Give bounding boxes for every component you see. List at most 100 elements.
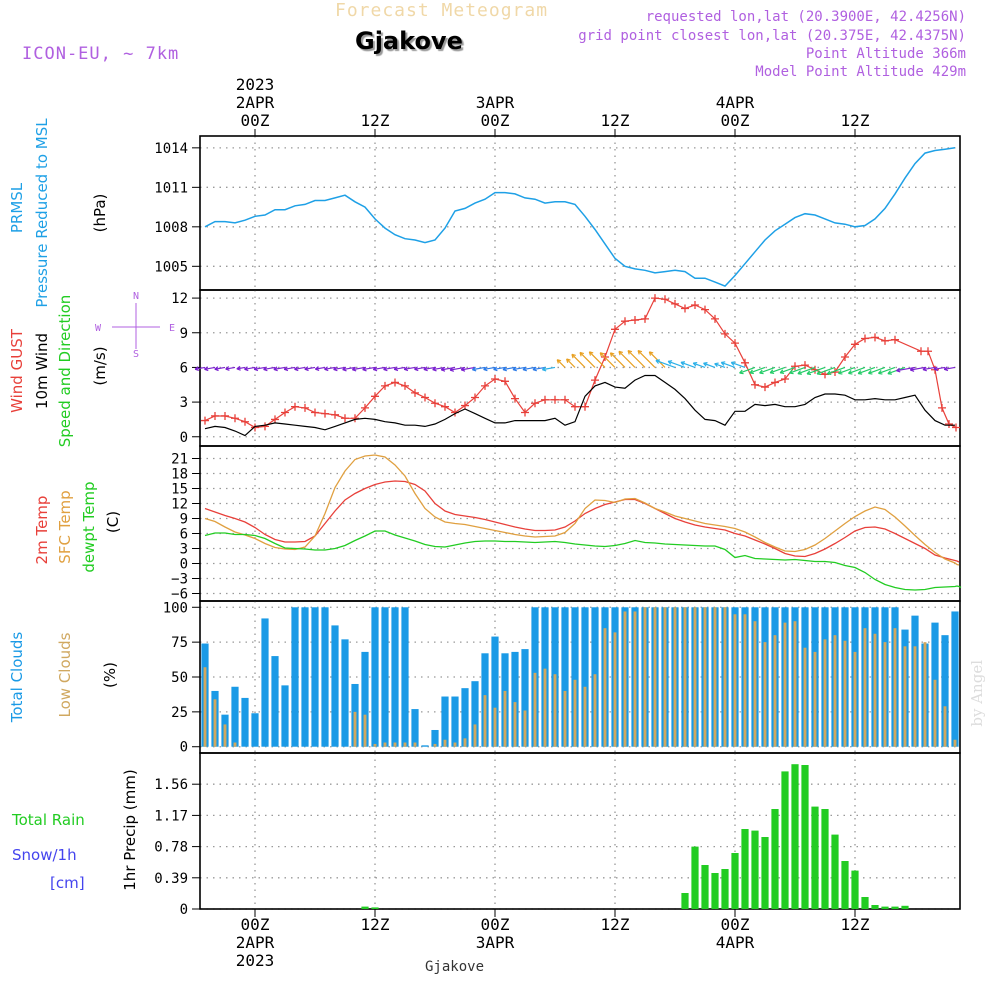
- wind-gust-marker: [781, 374, 789, 383]
- wind-direction-arrowhead: [857, 370, 863, 375]
- low-clouds-bar: [733, 614, 737, 747]
- low-clouds-bar: [773, 635, 777, 747]
- wind-direction-arrowhead: [225, 366, 230, 371]
- x-tick-label-top: 3APR: [476, 93, 515, 112]
- wind-direction-arrow: [714, 363, 726, 368]
- wind-direction-arrow: [618, 350, 636, 368]
- pressure-label-msl: Pressure Reduced to MSL: [33, 118, 51, 308]
- wind-direction-arrowhead: [680, 361, 686, 366]
- x-tick-label-bottom: 00Z: [721, 915, 750, 934]
- low-clouds-bar: [573, 679, 577, 747]
- precip-bar: [801, 765, 809, 909]
- wind-direction-arrowhead: [789, 369, 794, 375]
- wind-direction-arrowhead: [887, 370, 892, 375]
- wind-direction-arrowhead: [372, 366, 378, 372]
- precip-bar: [751, 830, 759, 909]
- x-tick-label-top: 12Z: [601, 111, 630, 130]
- y-tick-label: 0: [180, 740, 188, 756]
- wind-direction-arrowhead: [579, 351, 585, 357]
- wind-direction-arrowhead: [769, 369, 775, 375]
- wind-direction-arrow: [204, 366, 216, 370]
- wind-direction-arrow: [342, 366, 356, 371]
- wind-direction-arrow: [721, 361, 736, 368]
- low-clouds-bar: [873, 633, 877, 747]
- wind-gust-marker: [938, 403, 946, 412]
- low-clouds-bar: [723, 607, 727, 747]
- x-tick-label-top: 12Z: [361, 111, 390, 130]
- wind-gust-marker: [952, 423, 960, 432]
- wind-direction-arrowhead: [826, 370, 832, 376]
- wind-direction-arrow: [922, 366, 936, 371]
- wind-direction-arrow: [588, 351, 606, 368]
- wind-direction-arrowhead: [933, 366, 939, 372]
- wind-direction-arrowhead: [868, 370, 873, 375]
- wind-direction-arrowhead: [204, 366, 209, 372]
- wind-direction-arrow: [542, 366, 556, 371]
- wind-direction-arrowhead: [522, 366, 527, 372]
- wind-gust-marker: [411, 388, 419, 397]
- precip-bar: [791, 764, 799, 909]
- wind-direction-arrow: [827, 366, 846, 375]
- wind-direction-arrowhead: [236, 365, 241, 371]
- wind-direction-arrowhead: [943, 366, 949, 372]
- precip-bar: [901, 905, 909, 909]
- wind-gust-marker: [721, 329, 729, 338]
- wind-gust-marker: [571, 402, 579, 411]
- total-clouds-bar: [581, 607, 589, 747]
- wind-gust-marker: [945, 420, 953, 429]
- wind-speed-line: [204, 374, 955, 437]
- low-clouds-bar: [823, 639, 827, 747]
- wind-direction-arrow: [532, 366, 546, 371]
- low-clouds-bar: [543, 668, 547, 747]
- total-clouds-bar: [251, 713, 259, 747]
- wind-direction-arrow: [797, 366, 816, 375]
- low-clouds-bar: [533, 672, 537, 747]
- x-tick-label-top: 4APR: [716, 93, 755, 112]
- x-tick-label-bottom: 00Z: [241, 915, 270, 934]
- wind-gust-marker: [361, 403, 369, 412]
- wind-direction-arrowhead: [273, 366, 278, 372]
- wind-direction-arrowhead: [194, 366, 200, 372]
- wind-direction-arrow: [373, 366, 386, 371]
- low-clouds-bar: [613, 632, 617, 747]
- y-tick-label: 1008: [154, 220, 188, 236]
- x-tick-label-bottom: 12Z: [601, 915, 630, 934]
- wind-direction-arrow: [522, 366, 536, 371]
- low-clouds-bar: [223, 724, 227, 747]
- total-clouds-bar: [431, 729, 439, 747]
- wind-direction-arrow: [512, 366, 526, 371]
- wind-direction-arrowhead: [896, 367, 901, 373]
- low-clouds-bar: [673, 607, 677, 747]
- wind-gust-marker: [491, 374, 499, 383]
- wind-direction-arrow: [878, 366, 896, 375]
- low-clouds-bar: [943, 706, 947, 747]
- compass-w: W: [95, 323, 102, 334]
- total-clouds-bar: [571, 607, 579, 747]
- wind-direction-arrowhead: [703, 362, 708, 367]
- wind-direction-arrow: [848, 366, 866, 375]
- wind-gust-marker: [321, 409, 329, 418]
- x-tick-label-top: 2APR: [236, 93, 275, 112]
- wind-direction-arrowhead: [483, 366, 488, 372]
- temp-sfc-line: [204, 454, 960, 566]
- wind-direction-arrow: [294, 366, 306, 370]
- wind-direction-arrowhead: [283, 366, 289, 372]
- wind-gust-marker: [441, 402, 449, 411]
- y-tick-label: 0: [180, 557, 188, 573]
- wind-direction-arrow: [896, 366, 916, 372]
- total-clouds-bar: [441, 696, 449, 747]
- wind-direction-arrow: [414, 366, 426, 370]
- location-name: Gjakove: [355, 27, 463, 55]
- wind-direction-arrowhead: [423, 366, 428, 372]
- x-tick-label-top: 2023: [236, 75, 275, 94]
- wind-direction-arrowhead: [414, 366, 419, 372]
- wind-direction-arrowhead: [314, 366, 320, 371]
- wind-direction-arrow: [236, 366, 246, 370]
- pressure-frame: [199, 135, 961, 291]
- wind-direction-arrowhead: [263, 366, 268, 372]
- precip-bar: [891, 906, 899, 909]
- compass-n: N: [133, 291, 139, 302]
- low-clouds-bar: [403, 742, 407, 747]
- wind-direction-arrow: [324, 366, 336, 370]
